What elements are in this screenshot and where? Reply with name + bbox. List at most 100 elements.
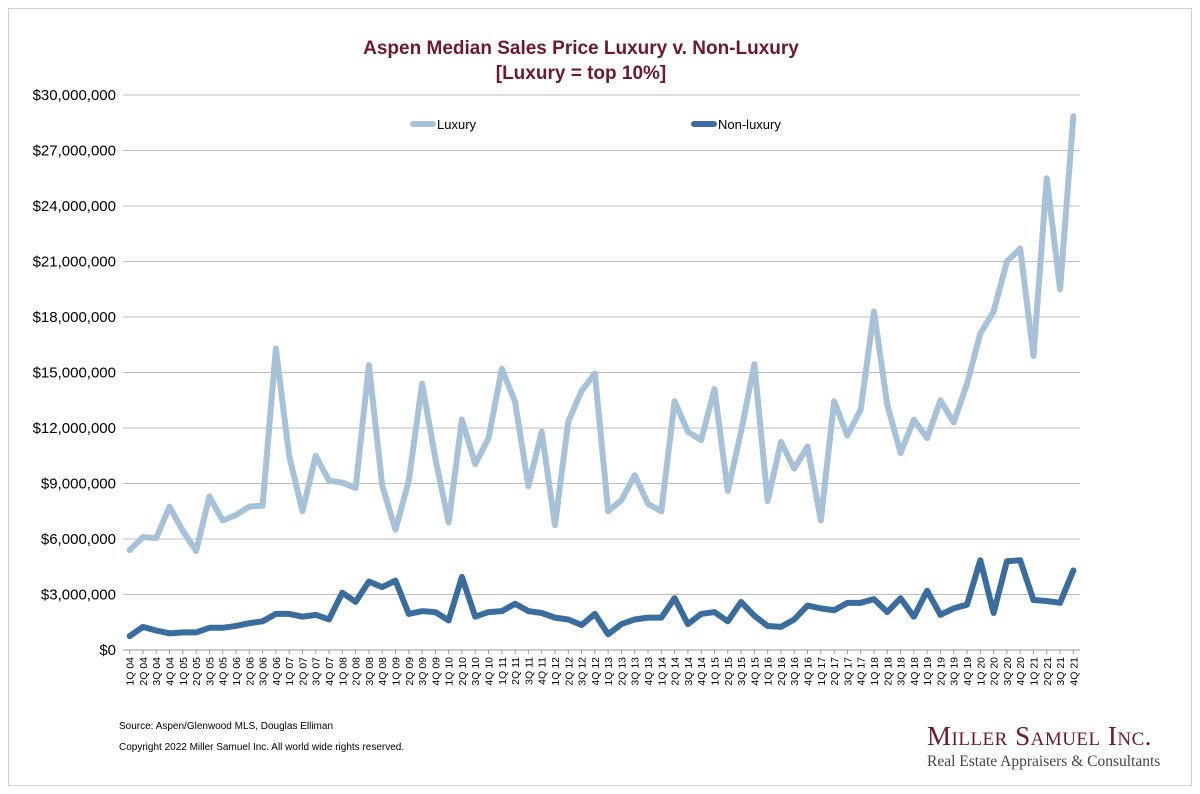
y-tick-label: $21,000,000 (33, 254, 116, 271)
x-tick-label: 2Q 20 (989, 657, 1001, 686)
x-tick-label: 1Q 11 (497, 657, 509, 685)
x-tick-label: 1Q 04 (125, 657, 137, 686)
source-note: Source: Aspen/Glenwood MLS, Douglas Elli… (119, 721, 334, 732)
y-tick-label: $27,000,000 (33, 143, 116, 160)
chart-title: Aspen Median Sales Price Luxury v. Non-L… (363, 38, 799, 59)
x-tick-label: 2Q 16 (776, 657, 788, 686)
x-tick-label: 4Q 13 (643, 657, 655, 686)
x-tick-label: 2Q 12 (563, 657, 575, 686)
x-tick-label: 1Q 13 (603, 657, 615, 686)
series-luxury (126, 113, 1077, 555)
x-tick-label: 1Q 09 (390, 657, 402, 686)
x-tick-label: 1Q 10 (444, 657, 456, 686)
x-tick-label: 2Q 13 (616, 657, 628, 686)
x-tick-label: 1Q 06 (231, 657, 243, 686)
series-lines (126, 113, 1077, 640)
x-tick-label: 4Q 15 (749, 657, 761, 686)
x-tick-label: 4Q 11 (537, 657, 549, 685)
x-axis-ticks: 1Q 04 2Q 04 3Q 04 4Q 04 1Q 05 2Q 05 3Q 05 4Q 05… (125, 650, 1080, 686)
x-tick-label: 3Q 21 (1055, 657, 1067, 686)
x-tick-label: 3Q 13 (630, 657, 642, 686)
x-tick-label: 3Q 20 (1002, 657, 1014, 686)
x-tick-label: 2Q 10 (457, 657, 469, 686)
x-tick-label: 4Q 07 (324, 657, 336, 686)
copyright-note: Copyright 2022 Miller Samuel Inc. All wo… (119, 742, 405, 753)
x-tick-label: 4Q 04 (165, 657, 177, 686)
x-tick-label: 1Q 21 (1028, 657, 1040, 686)
x-tick-label: 1Q 05 (178, 657, 190, 686)
x-tick-label: 1Q 20 (975, 657, 987, 686)
x-tick-label: 2Q 17 (829, 657, 841, 686)
x-tick-label: 3Q 05 (204, 657, 216, 686)
y-tick-label: $0 (99, 642, 116, 659)
x-tick-label: 3Q 15 (736, 657, 748, 686)
legend-label-non-luxury: Non-luxury (718, 117, 781, 132)
y-tick-label: $9,000,000 (41, 476, 116, 493)
chart-subtitle: [Luxury = top 10%] (496, 63, 667, 84)
x-tick-label: 3Q 18 (896, 657, 908, 686)
x-tick-label: 2Q 05 (191, 657, 203, 686)
x-tick-label: 1Q 07 (284, 657, 296, 686)
x-tick-label: 4Q 16 (803, 657, 815, 686)
x-tick-label: 3Q 12 (577, 657, 589, 686)
x-tick-label: 4Q 20 (1015, 657, 1027, 686)
chart-frame: Aspen Median Sales Price Luxury v. Non-L… (8, 8, 1192, 786)
x-tick-label: 4Q 10 (484, 657, 496, 686)
x-tick-label: 1Q 15 (709, 657, 721, 686)
x-tick-label: 2Q 18 (882, 657, 894, 686)
x-tick-label: 4Q 08 (377, 657, 389, 686)
x-tick-label: 3Q 08 (364, 657, 376, 686)
x-tick-label: 2Q 15 (723, 657, 735, 686)
x-tick-label: 2Q 04 (138, 657, 150, 686)
x-tick-label: 3Q 16 (789, 657, 801, 686)
x-tick-label: 4Q 06 (271, 657, 283, 686)
x-tick-label: 2Q 09 (404, 657, 416, 686)
y-axis-ticks: $0 $3,000,000 $6,000,000 $9,000,000 $12,000,… (33, 87, 116, 659)
x-tick-label: 3Q 11 (523, 657, 535, 685)
y-tick-label: $30,000,000 (33, 87, 116, 104)
x-tick-label: 3Q 04 (151, 657, 163, 686)
x-tick-label: 3Q 17 (842, 657, 854, 686)
legend: Luxury Non-luxury (410, 117, 781, 132)
series-non-luxury (126, 557, 1077, 640)
x-tick-label: 3Q 07 (311, 657, 323, 686)
x-tick-label: 1Q 12 (550, 657, 562, 686)
series-line-luxury (126, 113, 1077, 555)
x-tick-label: 4Q 14 (696, 657, 708, 686)
x-tick-label: 1Q 18 (869, 657, 881, 686)
series-line-non-luxury (126, 557, 1077, 640)
x-tick-label: 4Q 19 (962, 657, 974, 686)
x-tick-label: 3Q 09 (417, 657, 429, 686)
x-tick-label: 3Q 06 (258, 657, 270, 686)
x-tick-label: 2Q 11 (510, 657, 522, 685)
x-tick-label: 1Q 14 (656, 657, 668, 686)
y-tick-label: $18,000,000 (33, 309, 116, 326)
x-tick-label: 1Q 19 (922, 657, 934, 686)
x-tick-label: 3Q 10 (470, 657, 482, 686)
line-chart: Aspen Median Sales Price Luxury v. Non-L… (33, 38, 1081, 686)
x-tick-label: 4Q 18 (909, 657, 921, 686)
x-tick-label: 3Q 19 (949, 657, 961, 686)
x-tick-label: 2Q 21 (1042, 657, 1054, 686)
brand-logo-name: Miller Samuel Inc. (927, 721, 1153, 751)
y-tick-label: $15,000,000 (33, 365, 116, 382)
x-tick-label: 4Q 09 (430, 657, 442, 686)
brand-tagline: Real Estate Appraisers & Consultants (927, 753, 1161, 770)
gridlines (123, 94, 1080, 651)
y-tick-label: $12,000,000 (33, 420, 116, 437)
x-tick-label: 2Q 14 (670, 657, 682, 686)
x-tick-label: 4Q 21 (1068, 657, 1080, 686)
x-tick-label: 2Q 08 (351, 657, 363, 686)
x-tick-label: 1Q 16 (763, 657, 775, 686)
x-tick-label: 2Q 06 (244, 657, 256, 686)
x-tick-label: 4Q 12 (590, 657, 602, 686)
x-tick-label: 1Q 17 (816, 657, 828, 686)
y-tick-label: $6,000,000 (41, 531, 116, 548)
x-tick-label: 1Q 08 (337, 657, 349, 686)
x-tick-label: 2Q 19 (935, 657, 947, 686)
x-tick-label: 4Q 17 (856, 657, 868, 686)
y-tick-label: $3,000,000 (41, 587, 116, 604)
x-tick-label: 3Q 14 (683, 657, 695, 686)
y-tick-label: $24,000,000 (33, 198, 116, 215)
legend-label-luxury: Luxury (437, 117, 477, 132)
